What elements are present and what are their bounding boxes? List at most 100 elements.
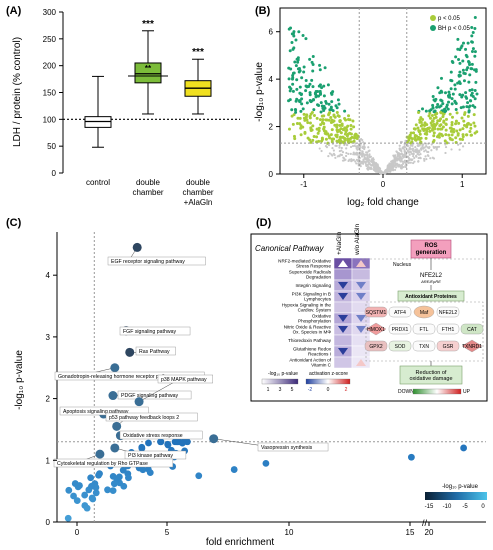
a-boxes: *** *** (84, 19, 212, 148)
b-point (330, 128, 334, 132)
b-point (369, 167, 373, 170)
b-point (302, 112, 306, 116)
b-point (450, 102, 454, 106)
b-point (435, 112, 439, 116)
d-pvalue-ticks: 1 3 5 (267, 387, 294, 393)
b-point (338, 135, 342, 139)
b-point (464, 47, 468, 51)
b-point (448, 112, 452, 116)
d-down-arrow (356, 326, 366, 333)
b-point (311, 124, 315, 128)
c-pathway-point (120, 482, 128, 490)
b-point (365, 158, 368, 161)
d-pvalue-legend-title: -log₁₀ p-value (268, 371, 298, 377)
a-y-ticks: 0 50 100 150 200 250 300 (43, 8, 63, 178)
b-point (429, 157, 432, 160)
b-point (415, 148, 419, 151)
b-point (340, 153, 344, 157)
b-point (412, 131, 416, 135)
b-point (304, 78, 308, 82)
d-row: Glutathione Redox Reactions I (293, 345, 371, 358)
d-gene-label: PRDX1 (392, 327, 409, 333)
b-points (287, 15, 479, 176)
d-heat-cell (333, 301, 353, 314)
panel-c-label: (C) (6, 217, 22, 229)
b-point (288, 85, 292, 89)
b-point (338, 124, 342, 128)
c-colorbar (425, 492, 487, 500)
b-point (423, 150, 426, 153)
d-gene-label: SOD (395, 344, 406, 350)
b-point (433, 127, 437, 131)
b-point (334, 104, 338, 108)
d-gene: HMOX1 (365, 322, 387, 336)
b-point (308, 121, 312, 125)
b-point (438, 132, 442, 136)
b-point (402, 165, 405, 169)
b-point (439, 76, 443, 80)
b-point (312, 135, 316, 139)
b-point (391, 168, 395, 171)
c-x-tick-label: 20 (425, 528, 434, 537)
b-point (439, 110, 443, 114)
c-pathway-point (262, 459, 270, 467)
c-x-ticks: 0 5 10 15 20 (75, 522, 434, 537)
b-point (347, 114, 351, 118)
b-point (444, 128, 448, 132)
b-point (345, 151, 348, 155)
b-point (470, 91, 474, 95)
d-title: Canonical Pathway (255, 244, 324, 253)
a-box-body (134, 62, 162, 84)
b-point (321, 118, 325, 122)
b-point (349, 132, 353, 136)
b-point (470, 62, 474, 66)
b-point (390, 162, 394, 165)
c-label-box (119, 430, 203, 440)
a-y-tick-label: 0 (52, 169, 57, 178)
c-label-box (135, 346, 176, 356)
b-point (343, 109, 347, 113)
b-point (428, 145, 431, 149)
b-point (320, 114, 324, 118)
b-point (351, 144, 355, 148)
b-point (299, 133, 303, 137)
b-point (367, 166, 370, 169)
b-point (425, 157, 428, 161)
a-y-title: LDH / protein (% control) (12, 37, 23, 147)
c-pathway-point (89, 495, 97, 503)
d-gene-label: FTL (420, 327, 429, 333)
b-point (325, 146, 329, 149)
b-point (390, 160, 394, 163)
b-point (419, 116, 423, 120)
b-point (471, 47, 475, 51)
b-point (359, 153, 362, 156)
c-pathway: Ras Pathway (125, 346, 176, 357)
b-point (470, 133, 474, 137)
d-row-label: NRF2-mediated Oxidative Stress Response (278, 259, 331, 269)
b-point (374, 163, 377, 166)
c-y-tick-label: 4 (46, 271, 51, 280)
b-point (436, 86, 440, 90)
b-point (470, 50, 474, 54)
b-point (318, 68, 322, 72)
b-point (335, 123, 339, 127)
b-point (311, 62, 315, 66)
b-point (427, 126, 431, 130)
b-point (455, 129, 459, 133)
b-point (412, 150, 415, 153)
b-point (295, 121, 299, 125)
b-point (292, 30, 296, 34)
c-y-ticks: 0 1 2 3 4 (46, 271, 57, 527)
d-row-label: Integrin Signaling (296, 283, 332, 288)
b-point (471, 30, 475, 34)
c-pathway-point (76, 482, 83, 489)
b-point (351, 119, 355, 123)
b-point (376, 163, 379, 166)
c-pathway-marker (108, 391, 118, 401)
c-pathway-point (81, 491, 89, 499)
d-row: Oxidative Phosphorylation (298, 312, 371, 325)
a-bracket-label: ** (145, 64, 152, 73)
b-point (464, 91, 468, 95)
b-point (325, 118, 329, 122)
b-point (349, 152, 352, 155)
